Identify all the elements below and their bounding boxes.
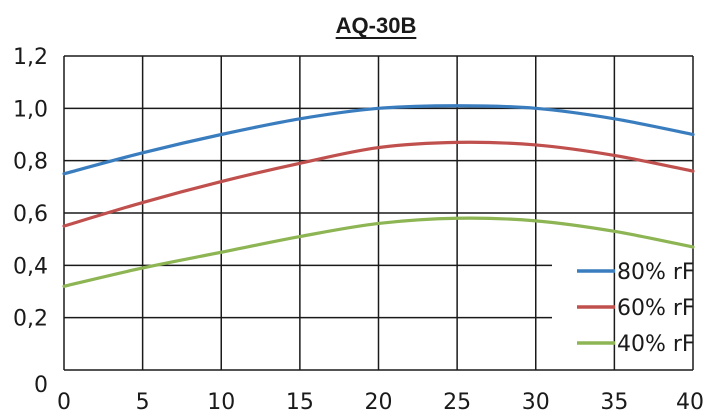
x-tick-label: 0 [57, 390, 71, 415]
x-tick-label: 15 [286, 390, 314, 415]
grid [63, 55, 694, 371]
x-tick-label: 20 [365, 390, 393, 415]
x-tick-label: 30 [522, 390, 550, 415]
x-tick-label: 25 [443, 390, 471, 415]
y-tick-label: 1,2 [13, 45, 48, 70]
series-line-40-rf [62, 216, 695, 288]
y-tick-label: 0,4 [13, 254, 48, 279]
legend-label-40-rf: 40% rF [617, 332, 695, 357]
x-tick-label: 35 [600, 390, 628, 415]
series-line-60-rf [62, 140, 695, 228]
y-tick-label: 0,2 [13, 307, 48, 332]
series-line-80-rf [62, 104, 695, 176]
x-tick-label: 5 [136, 390, 150, 415]
legend: 80% rF 60% rF 40% rF [577, 260, 695, 357]
y-tick-label: 0 [34, 373, 48, 398]
y-tick-label: 0,6 [13, 202, 48, 227]
legend-label-80-rf: 80% rF [617, 260, 695, 285]
x-tick-label: 40 [676, 390, 704, 415]
tick-labels: 0 5 10 15 20 25 30 35 40 0 0,2 0,4 0,6 0,8 1,0 1,2 [13, 45, 704, 415]
y-tick-label: 1,0 [13, 97, 48, 122]
series-layer [62, 104, 695, 288]
chart-title: AQ-30B [336, 13, 417, 38]
legend-label-60-rf: 60% rF [617, 296, 695, 321]
y-tick-label: 0,8 [13, 150, 48, 175]
x-tick-label: 10 [207, 390, 235, 415]
